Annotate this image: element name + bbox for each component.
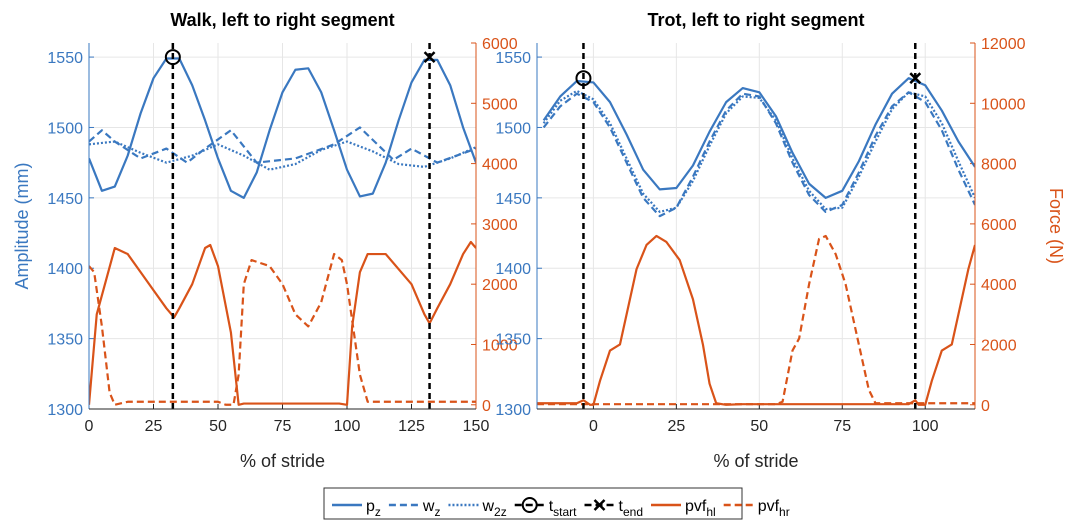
- legend-label-sub: end: [623, 505, 643, 519]
- plot-area: [89, 57, 476, 406]
- y2-tick-label: 0: [482, 398, 491, 415]
- legend-label: tend: [619, 498, 643, 519]
- y2-tick-label: 6000: [981, 217, 1017, 234]
- series-line: [89, 126, 476, 164]
- y2-tick-label: 12000: [981, 36, 1026, 53]
- chart-title: Walk, left to right segment: [170, 10, 394, 30]
- series-line: [542, 77, 975, 199]
- y-tick-label: 1300: [495, 402, 531, 419]
- y-tick-label: 1400: [495, 261, 531, 278]
- y-tick-label: 1500: [47, 120, 83, 137]
- event-marker: [909, 72, 922, 85]
- legend-label-text: w: [422, 498, 435, 515]
- legend-marker: [593, 499, 606, 511]
- series-line: [89, 240, 476, 406]
- x-tick-label: 50: [750, 418, 768, 435]
- y-tick-label: 1450: [47, 191, 83, 208]
- legend-label-text: pvf: [685, 498, 707, 515]
- y-tick-label: 1300: [47, 402, 83, 419]
- x-tick-label: 100: [912, 418, 939, 435]
- y2-tick-label: 2000: [981, 337, 1017, 354]
- x-tick-label: 0: [589, 418, 598, 435]
- legend-label-text: pvf: [758, 498, 780, 515]
- y2-tick-label: 4000: [981, 277, 1017, 294]
- legend-label: pvfhr: [758, 498, 790, 519]
- legend-label-text: t: [549, 498, 554, 515]
- legend-label: w2z: [481, 498, 506, 519]
- x-tick-label: 150: [463, 418, 490, 435]
- x-tick-label: 75: [274, 418, 292, 435]
- y-axis-label: Amplitude (mm): [12, 162, 32, 289]
- x-axis-label: % of stride: [713, 451, 798, 471]
- y-tick-label: 1400: [47, 261, 83, 278]
- y-tick-label: 1500: [495, 120, 531, 137]
- legend-label-sub: z: [434, 505, 440, 519]
- x-tick-label: 100: [334, 418, 361, 435]
- event-marker: [164, 49, 181, 66]
- series-line: [542, 91, 975, 218]
- series-line: [542, 89, 975, 214]
- y2-tick-label: 0: [981, 398, 990, 415]
- y-tick-label: 1450: [495, 191, 531, 208]
- series-line: [537, 234, 975, 406]
- y-tick-label: 1550: [495, 50, 531, 67]
- chart-title: Trot, left to right segment: [647, 10, 864, 30]
- legend-label-text: w: [481, 498, 494, 515]
- legend-label: tstart: [549, 498, 577, 519]
- x-tick-label: 25: [145, 418, 163, 435]
- y2-tick-label: 4000: [482, 157, 518, 174]
- x-axis-label: % of stride: [240, 451, 325, 471]
- series-line: [537, 234, 975, 406]
- y2-tick-label: 5000: [482, 96, 518, 113]
- y2-tick-label: 2000: [482, 277, 518, 294]
- legend-marker: [521, 497, 538, 513]
- legend-label-sub: 2z: [494, 505, 507, 519]
- legend-label-text: p: [366, 498, 375, 515]
- legend-label-sub: start: [553, 505, 577, 519]
- y-tick-label: 1550: [47, 50, 83, 67]
- legend-label-sub: z: [375, 505, 381, 519]
- x-tick-label: 125: [398, 418, 425, 435]
- legend-label: wz: [422, 498, 441, 519]
- y2-tick-label: 6000: [482, 36, 518, 53]
- event-marker: [575, 70, 592, 87]
- x-tick-label: 0: [85, 418, 94, 435]
- y-tick-label: 1350: [495, 332, 531, 349]
- x-tick-label: 50: [209, 418, 227, 435]
- legend-label: pvfhl: [685, 498, 716, 519]
- x-tick-label: 75: [833, 418, 851, 435]
- y2-tick-label: 8000: [981, 157, 1017, 174]
- y-tick-label: 1350: [47, 332, 83, 349]
- x-tick-label: 25: [667, 418, 685, 435]
- series-line: [89, 252, 476, 406]
- legend-label-sub: hr: [779, 505, 790, 519]
- legend-label-sub: hl: [706, 505, 715, 519]
- legend-box: [323, 487, 743, 520]
- y2-tick-label: 10000: [981, 96, 1026, 113]
- series-line: [89, 57, 476, 199]
- y2-tick-label: 3000: [482, 217, 518, 234]
- legend-label-text: t: [619, 498, 624, 515]
- y2-tick-label: 1000: [482, 337, 518, 354]
- plot-area: [537, 77, 975, 406]
- legend-label: pz: [366, 498, 381, 519]
- event-marker: [423, 51, 436, 63]
- y2-axis-label: Force (N): [1046, 188, 1066, 264]
